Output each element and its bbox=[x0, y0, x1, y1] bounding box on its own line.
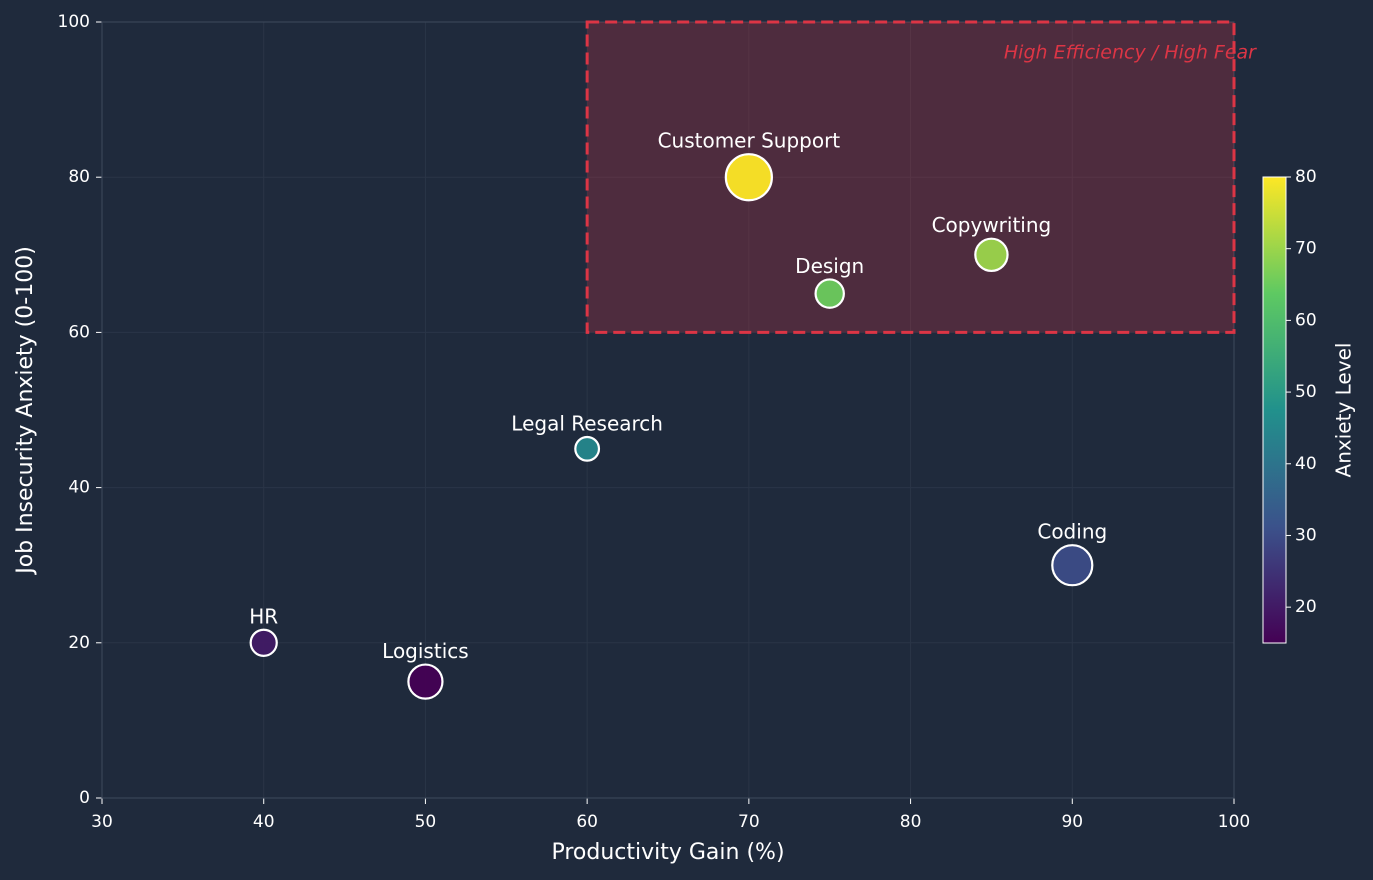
bubble bbox=[407, 663, 444, 700]
bubble bbox=[814, 278, 845, 309]
bubble-label: Legal Research bbox=[511, 411, 663, 435]
colorbar-tick-label: 50 bbox=[1295, 382, 1317, 402]
y-tick-label: 0 bbox=[79, 788, 90, 808]
highlight-region bbox=[585, 20, 1236, 334]
bubble-label: Logistics bbox=[382, 639, 469, 663]
x-tick-label: 40 bbox=[253, 812, 275, 832]
x-axis-label: Productivity Gain (%) bbox=[551, 840, 784, 865]
y-tick-label: 60 bbox=[68, 322, 90, 342]
y-tick-label: 40 bbox=[68, 478, 90, 498]
bubble bbox=[974, 237, 1009, 273]
colorbar-tick-label: 70 bbox=[1295, 239, 1317, 259]
x-tick-label: 90 bbox=[1061, 812, 1083, 832]
highlight-label: High Efficiency / High Fear bbox=[1004, 42, 1257, 64]
colorbar-label: Anxiety Level bbox=[1332, 343, 1356, 478]
x-tick-label: 100 bbox=[1218, 812, 1250, 832]
y-tick-label: 100 bbox=[58, 12, 90, 32]
bubble-label: Coding bbox=[1037, 520, 1107, 544]
bubble-label: HR bbox=[249, 604, 278, 628]
bubble-label: Copywriting bbox=[932, 213, 1052, 237]
bubble bbox=[249, 628, 278, 657]
y-tick-label: 80 bbox=[68, 167, 90, 187]
colorbar bbox=[1262, 176, 1287, 644]
bubble bbox=[574, 435, 601, 462]
x-tick-label: 30 bbox=[91, 812, 113, 832]
x-tick-label: 60 bbox=[576, 812, 598, 832]
y-tick-label: 20 bbox=[68, 633, 90, 653]
x-tick-label: 80 bbox=[900, 812, 922, 832]
y-axis-label: Job Insecurity Anxiety (0-100) bbox=[13, 246, 38, 576]
bubble-label: Customer Support bbox=[658, 129, 841, 153]
x-tick-label: 70 bbox=[738, 812, 760, 832]
bubble bbox=[1051, 544, 1094, 587]
colorbar-tick-label: 20 bbox=[1295, 597, 1317, 617]
colorbar-tick-label: 60 bbox=[1295, 310, 1317, 330]
x-tick-label: 50 bbox=[415, 812, 437, 832]
bubble-label: Design bbox=[795, 254, 864, 278]
colorbar-tick-label: 40 bbox=[1295, 454, 1317, 474]
colorbar-tick-label: 30 bbox=[1295, 525, 1317, 545]
colorbar-tick-label: 80 bbox=[1295, 167, 1317, 187]
bubble bbox=[724, 153, 773, 202]
